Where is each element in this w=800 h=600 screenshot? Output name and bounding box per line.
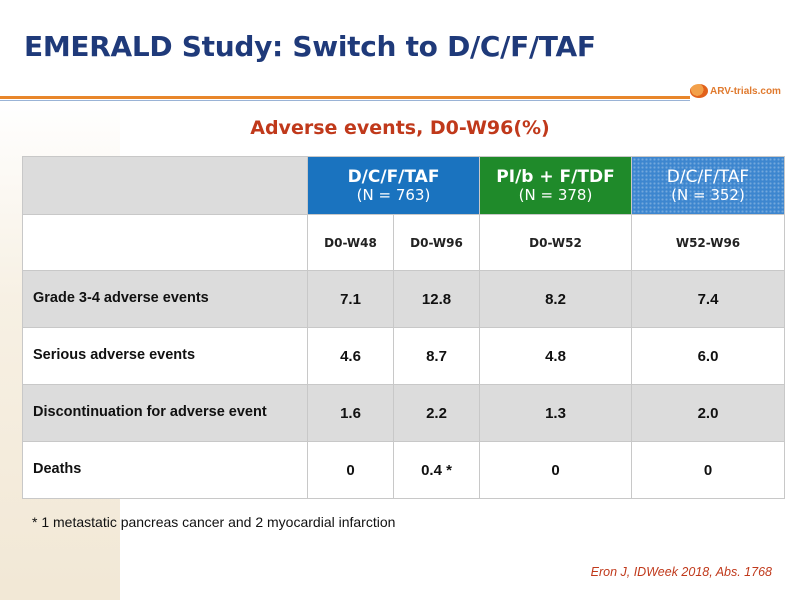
header-corner-cell [22, 156, 308, 215]
group-header-dcftaf-switch: D/C/F/TAF (N = 352) [631, 156, 785, 215]
value-cell: 0.4 * [393, 441, 480, 499]
value-cell: 0 [631, 441, 785, 499]
value-cell: 6.0 [631, 327, 785, 385]
table-row: Deaths 0 0.4 * 0 0 [22, 441, 785, 499]
table-row: Discontinuation for adverse event 1.6 2.… [22, 384, 785, 442]
title-underline-orange [0, 96, 690, 99]
table-subtitle: Adverse events, D0-W96(%) [250, 117, 550, 139]
group-name: D/C/F/TAF [666, 166, 750, 187]
value-cell: 12.8 [393, 270, 480, 328]
value-cell: 8.2 [479, 270, 632, 328]
value-cell: 2.2 [393, 384, 480, 442]
group-n: (N = 763) [356, 185, 431, 204]
value-cell: 4.6 [307, 327, 394, 385]
footnote: * 1 metastatic pancreas cancer and 2 myo… [32, 514, 396, 530]
group-header-row: D/C/F/TAF (N = 763) PI/b + F/TDF (N = 37… [22, 156, 785, 215]
period-cell: D0-W96 [393, 214, 480, 271]
row-label: Deaths [22, 441, 308, 499]
group-header-dcftaf: D/C/F/TAF (N = 763) [307, 156, 480, 215]
value-cell: 0 [307, 441, 394, 499]
logo-text: ARV-trials.com [710, 85, 781, 97]
value-cell: 0 [479, 441, 632, 499]
group-header-pib-ftdf: PI/b + F/TDF (N = 378) [479, 156, 632, 215]
group-n: (N = 378) [518, 185, 593, 204]
adverse-events-table: D/C/F/TAF (N = 763) PI/b + F/TDF (N = 37… [22, 156, 785, 499]
value-cell: 7.4 [631, 270, 785, 328]
period-cell: D0-W48 [307, 214, 394, 271]
arv-trials-logo: ARV-trials.com [690, 80, 794, 102]
period-cell: W52-W96 [631, 214, 785, 271]
value-cell: 4.8 [479, 327, 632, 385]
source-citation: Eron J, IDWeek 2018, Abs. 1768 [590, 565, 772, 579]
table-row: Grade 3-4 adverse events 7.1 12.8 8.2 7.… [22, 270, 785, 328]
value-cell: 2.0 [631, 384, 785, 442]
slide-title: EMERALD Study: Switch to D/C/F/TAF [24, 30, 596, 63]
logo-mark-icon [690, 84, 708, 98]
value-cell: 1.6 [307, 384, 394, 442]
value-cell: 8.7 [393, 327, 480, 385]
period-corner-cell [22, 214, 308, 271]
group-n: (N = 352) [671, 185, 745, 204]
row-label: Serious adverse events [22, 327, 308, 385]
group-name: D/C/F/TAF [347, 166, 440, 187]
row-label: Grade 3-4 adverse events [22, 270, 308, 328]
value-cell: 7.1 [307, 270, 394, 328]
title-underline-blue [0, 100, 690, 101]
row-label: Discontinuation for adverse event [22, 384, 308, 442]
period-header-row: D0-W48 D0-W96 D0-W52 W52-W96 [22, 214, 785, 271]
group-name: PI/b + F/TDF [496, 166, 615, 187]
table-row: Serious adverse events 4.6 8.7 4.8 6.0 [22, 327, 785, 385]
period-cell: D0-W52 [479, 214, 632, 271]
value-cell: 1.3 [479, 384, 632, 442]
